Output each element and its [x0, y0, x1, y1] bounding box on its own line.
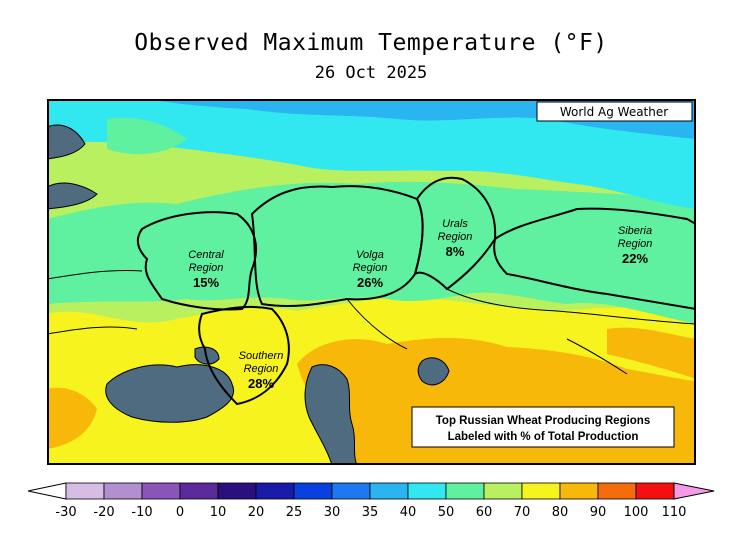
urals-region-name-2: Region — [438, 231, 473, 243]
legend-tick-label: -30 — [55, 505, 76, 520]
urals-region-percent: 8% — [446, 244, 465, 259]
volga-region-percent: 26% — [357, 275, 383, 290]
legend-swatch — [407, 482, 447, 500]
legend-tick-label: 110 — [662, 505, 687, 520]
legend-tick-label: -10 — [131, 505, 152, 520]
legend-tick-label: 80 — [552, 505, 569, 520]
temp-field-80s-east — [607, 327, 696, 379]
credit-label: World Ag Weather — [560, 105, 668, 119]
map-frame — [47, 99, 696, 465]
southern-region-label: Southern Region 28% — [239, 350, 284, 391]
volga-region-name-1: Volga — [356, 249, 384, 261]
volga-region-label: Volga Region 26% — [353, 249, 388, 290]
southern-region-percent: 28% — [248, 376, 274, 391]
legend-tick-label: 20 — [248, 505, 265, 520]
temp-field-80s-west — [47, 387, 97, 449]
southern-region-border — [198, 305, 290, 406]
siberia-region-name-2: Region — [618, 238, 653, 250]
note-line-1: Top Russian Wheat Producing Regions — [436, 415, 650, 427]
legend-tick-label: 90 — [590, 505, 607, 520]
siberia-region-label: Siberia Region 22% — [618, 225, 653, 266]
central-region-border — [136, 211, 257, 311]
central-region-name-2: Region — [189, 262, 224, 274]
siberia-region-percent: 22% — [622, 251, 648, 266]
legend-tick-label: 100 — [624, 505, 649, 520]
legend-tick-label: 60 — [476, 505, 493, 520]
note-line-2: Labeled with % of Total Production — [448, 431, 639, 443]
country-borders — [47, 270, 696, 375]
legend-swatch — [597, 482, 637, 500]
southern-region-name-2: Region — [244, 363, 279, 375]
gulf-finland — [47, 182, 98, 210]
legend-tick-label: 10 — [210, 505, 227, 520]
legend-swatch — [559, 482, 599, 500]
legend-swatch — [635, 482, 675, 500]
credit-box — [536, 101, 693, 122]
legend-swatch — [103, 482, 143, 500]
legend-swatch — [217, 482, 257, 500]
urals-region-border — [413, 176, 497, 291]
legend-swatch — [65, 482, 105, 500]
central-region-percent: 15% — [193, 275, 219, 290]
volga-region-name-2: Region — [353, 262, 388, 274]
map-title: Observed Maximum Temperature (°F) — [134, 30, 608, 56]
siberia-region-border — [493, 207, 696, 311]
temperature-map: World Ag Weather Top Russian Wheat Produ… — [47, 99, 696, 465]
temp-field-nw — [107, 117, 187, 155]
legend-left-arrow — [27, 482, 67, 500]
legend-swatch — [445, 482, 485, 500]
legend-swatch — [141, 482, 181, 500]
siberia-region-name-1: Siberia — [618, 225, 652, 237]
legend-swatch — [521, 482, 561, 500]
black-sea — [105, 364, 235, 423]
urals-region-name-1: Urals — [442, 218, 468, 230]
legend-swatch — [331, 482, 371, 500]
legend-swatch — [179, 482, 219, 500]
urals-region-label: Urals Region 8% — [438, 218, 473, 259]
temp-field-50s — [47, 181, 696, 324]
legend-right-arrow — [673, 482, 715, 500]
baltic-sea — [47, 124, 86, 160]
southern-region-name-1: Southern — [239, 350, 284, 362]
note-box — [411, 406, 675, 448]
map-date: 26 Oct 2025 — [314, 63, 428, 83]
legend-swatch — [293, 482, 333, 500]
aral-sea — [417, 357, 450, 386]
legend-tick-label: 40 — [400, 505, 417, 520]
central-region-name-1: Central — [188, 249, 224, 261]
legend-swatch — [483, 482, 523, 500]
central-region-label: Central Region 15% — [188, 249, 224, 290]
legend-tick-label: 30 — [324, 505, 341, 520]
color-legend: -30 -20 -10 0 10 20 25 30 35 40 50 60 70 80 90 100 110 — [27, 482, 715, 520]
legend-tick-label: -20 — [93, 505, 114, 520]
legend-tick-label: 35 — [362, 505, 379, 520]
caspian-sea — [304, 364, 358, 465]
legend-swatch — [369, 482, 409, 500]
legend-tick-label: 0 — [176, 505, 184, 520]
legend-tick-label: 25 — [286, 505, 303, 520]
legend-swatch — [255, 482, 295, 500]
legend-tick-label: 70 — [514, 505, 531, 520]
temp-field-40s — [47, 99, 696, 209]
legend-tick-label: 50 — [438, 505, 455, 520]
